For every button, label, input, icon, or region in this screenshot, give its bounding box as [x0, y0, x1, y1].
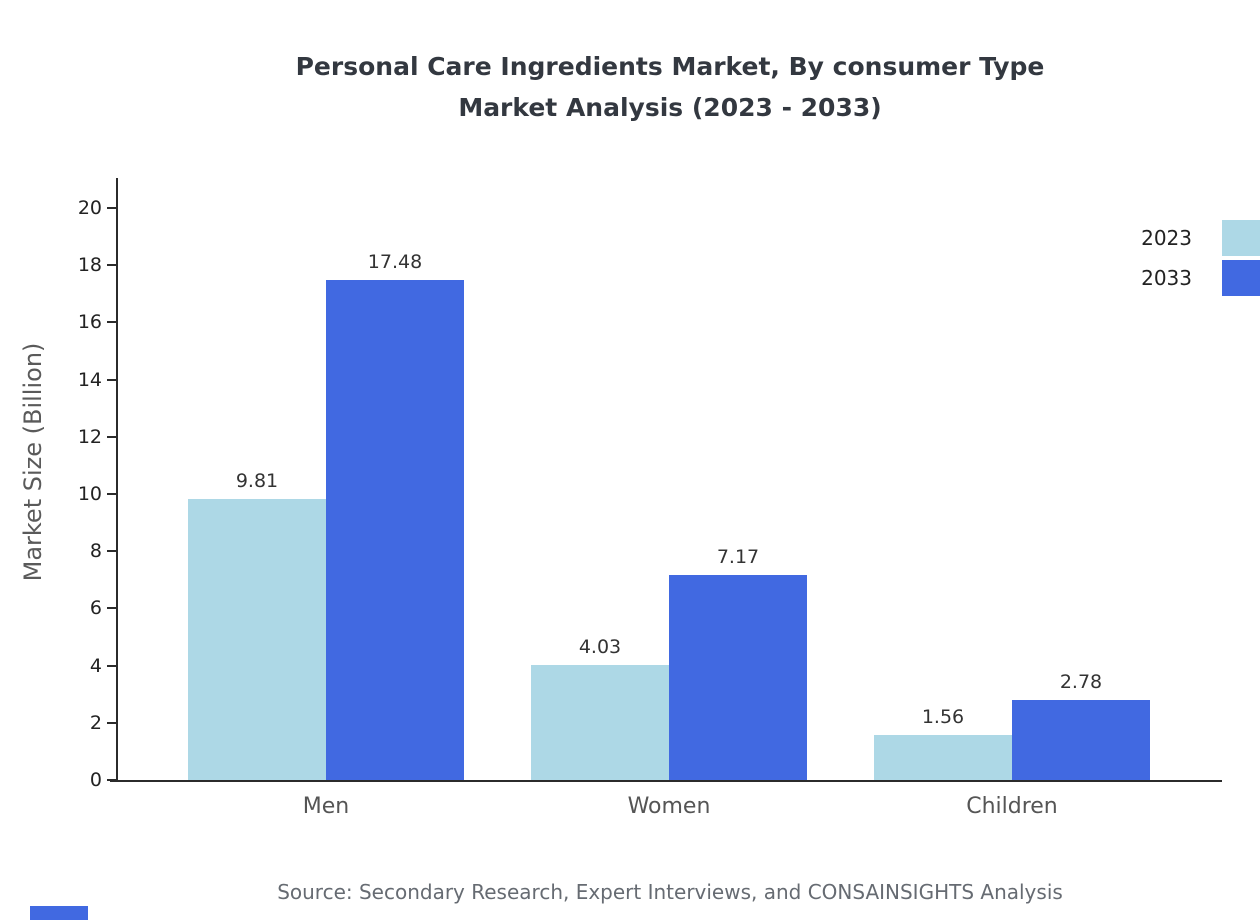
y-tick-label-18: 18 — [77, 254, 102, 277]
y-tick-label-2: 2 — [89, 711, 102, 734]
chart-title-block: Personal Care Ingredients Market, By con… — [80, 52, 1260, 123]
y-tick-label-20: 20 — [77, 197, 102, 219]
y-tick-0 — [107, 779, 116, 781]
chart-title: Personal Care Ingredients Market, By con… — [295, 52, 1045, 81]
value-label-2023-men: 9.81 — [235, 470, 279, 493]
y-tick-label-12: 12 — [77, 425, 102, 448]
y-tick-14 — [107, 378, 116, 381]
legend-item-2033: 2033 — [1141, 258, 1260, 298]
value-label-2023-children: 1.56 — [921, 706, 965, 729]
legend-label-2033: 2033 — [1141, 266, 1192, 290]
bar-2033-men — [326, 280, 464, 780]
chart-subtitle: Market Analysis (2023 - 2033) — [458, 93, 882, 122]
y-tick-4 — [107, 664, 116, 667]
y-axis-line — [116, 178, 118, 782]
value-label-2023-women: 4.03 — [578, 635, 622, 658]
y-tick-16 — [107, 321, 116, 324]
bar-2033-children — [1012, 700, 1150, 780]
bar-2023-women — [531, 664, 669, 780]
x-axis-line — [110, 780, 1222, 782]
y-tick-2 — [107, 721, 116, 724]
value-label-2033-women: 7.17 — [716, 545, 760, 568]
value-label-2033-children: 2.78 — [1059, 671, 1103, 694]
category-label-men: Men — [302, 794, 350, 819]
legend-label-2023: 2023 — [1141, 226, 1192, 250]
y-tick-label-16: 16 — [77, 311, 102, 334]
y-tick-20 — [107, 207, 116, 209]
y-tick-18 — [107, 264, 116, 267]
y-tick-label-10: 10 — [77, 483, 102, 505]
y-tick-10 — [107, 493, 116, 495]
category-label-children: Children — [966, 794, 1058, 819]
bar-2033-women — [669, 574, 807, 780]
y-tick-label-4: 4 — [89, 654, 102, 677]
y-tick-label-6: 6 — [89, 597, 102, 620]
y-tick-label-8: 8 — [89, 540, 102, 563]
bar-2023-men — [188, 499, 326, 780]
legend-swatch-2023 — [1222, 220, 1260, 256]
legend: 2023 2033 — [1141, 218, 1260, 298]
value-label-2033-men: 17.48 — [367, 251, 423, 274]
source-note: Source: Secondary Research, Expert Inter… — [277, 880, 1063, 904]
y-tick-12 — [107, 435, 116, 438]
y-tick-label-0: 0 — [89, 769, 102, 791]
y-tick-label-14: 14 — [77, 368, 102, 391]
bottom-left-logo-fragment — [30, 906, 88, 920]
legend-swatch-2033 — [1222, 260, 1260, 296]
y-tick-6 — [107, 607, 116, 610]
bar-2023-children — [874, 735, 1012, 780]
category-label-women: Women — [627, 794, 711, 819]
y-tick-8 — [107, 550, 116, 553]
legend-item-2023: 2023 — [1141, 218, 1260, 258]
